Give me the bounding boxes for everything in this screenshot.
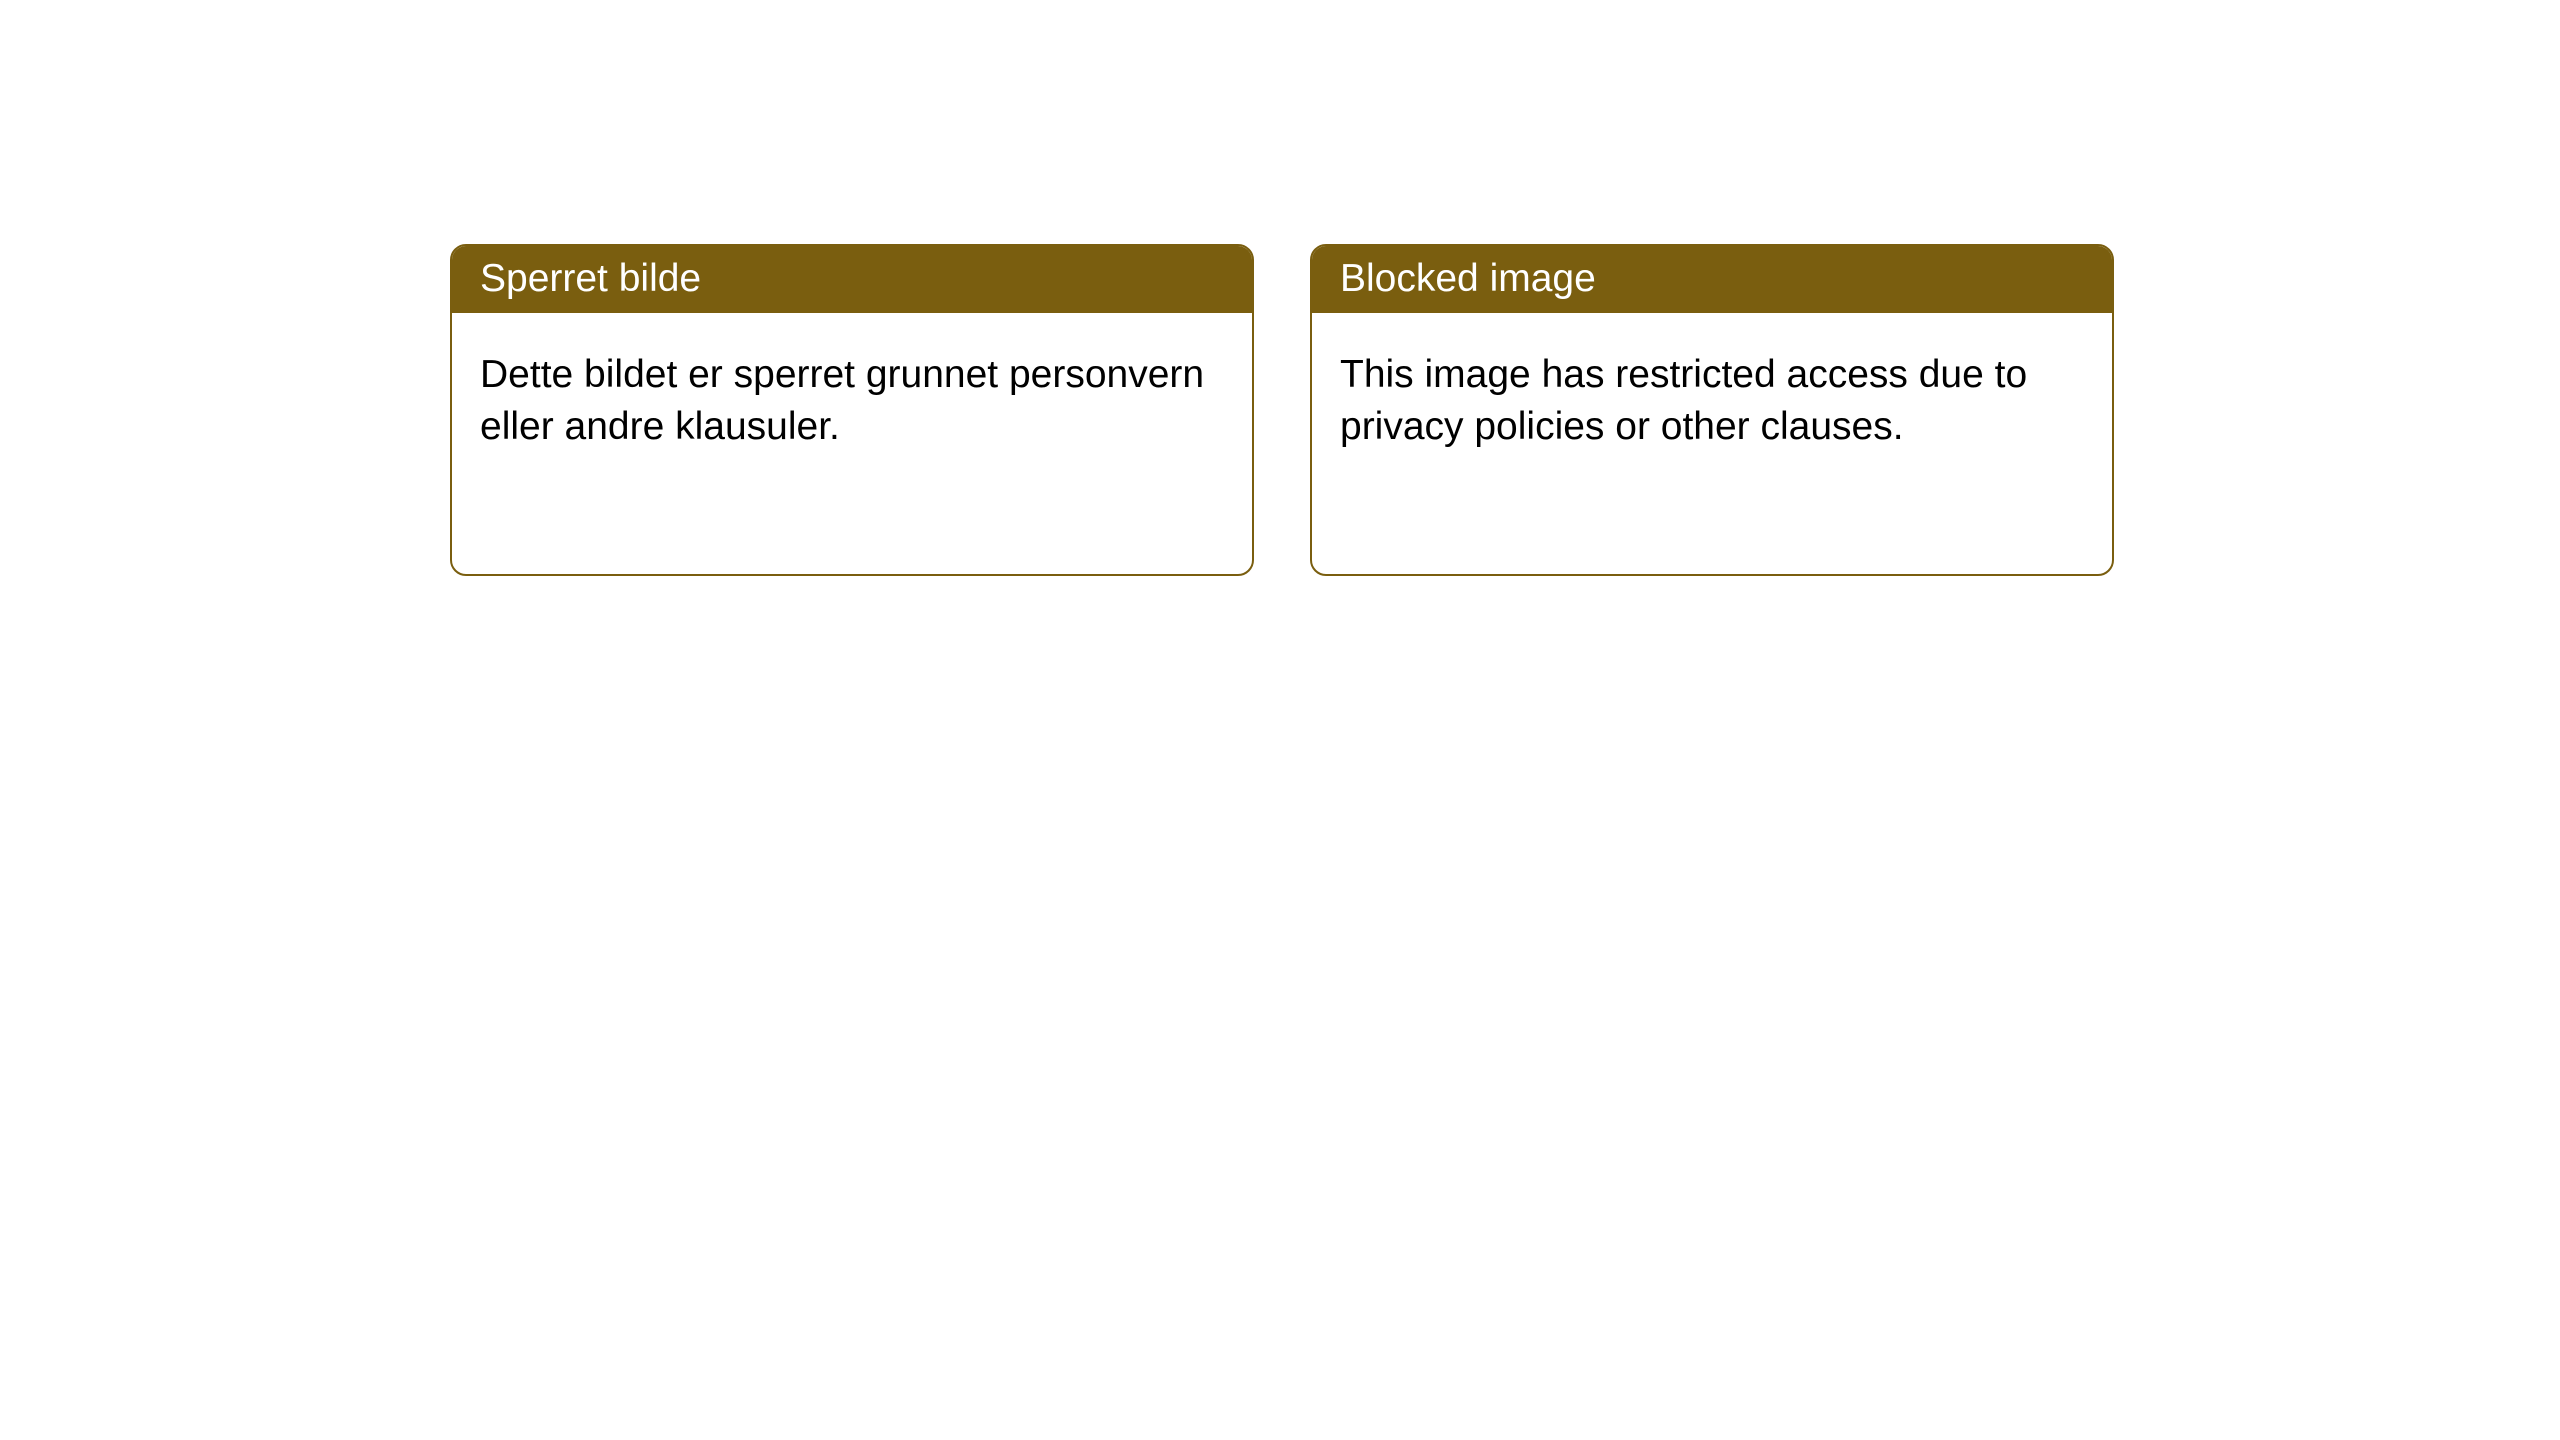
notice-box-english: Blocked image This image has restricted … (1310, 244, 2114, 576)
notice-title-norwegian: Sperret bilde (452, 246, 1252, 313)
notice-title-english: Blocked image (1312, 246, 2112, 313)
notice-body-english: This image has restricted access due to … (1312, 313, 2112, 489)
notice-box-norwegian: Sperret bilde Dette bildet er sperret gr… (450, 244, 1254, 576)
notice-container: Sperret bilde Dette bildet er sperret gr… (0, 0, 2560, 576)
notice-body-norwegian: Dette bildet er sperret grunnet personve… (452, 313, 1252, 489)
